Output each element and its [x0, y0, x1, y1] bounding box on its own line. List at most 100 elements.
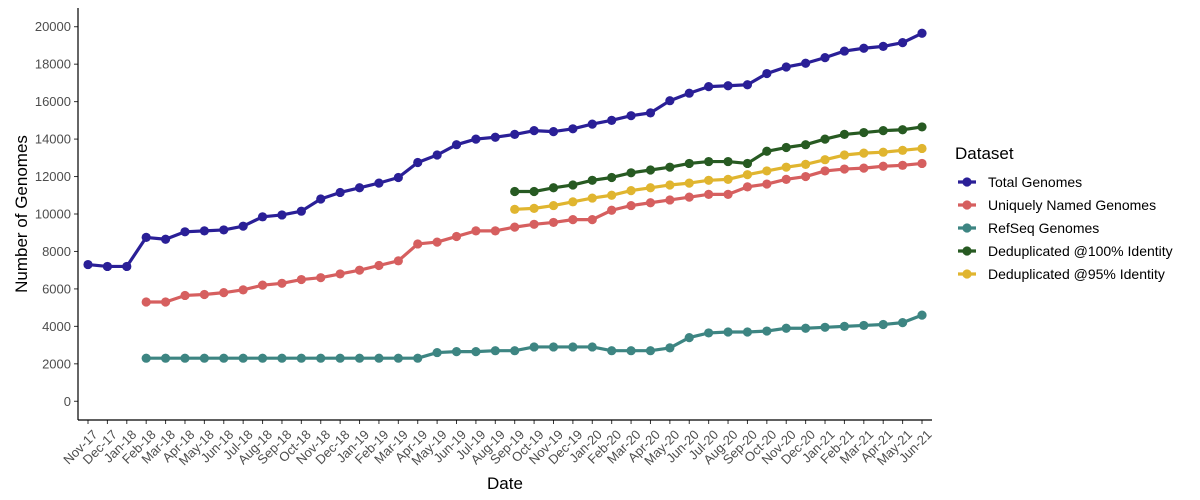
data-point	[762, 146, 772, 156]
data-point	[762, 68, 772, 79]
data-point	[180, 290, 190, 301]
data-point	[723, 174, 733, 184]
data-point	[335, 187, 345, 198]
data-point	[122, 261, 132, 272]
data-point	[878, 161, 888, 171]
data-point	[607, 115, 617, 125]
data-point	[238, 285, 248, 295]
data-point	[238, 353, 248, 363]
data-point	[684, 178, 694, 188]
data-point	[645, 183, 656, 193]
series-4	[510, 143, 927, 214]
data-point	[238, 221, 248, 231]
data-point	[781, 174, 791, 184]
y-tick-label: 0	[64, 394, 71, 409]
legend-item: Deduplicated @100% Identity	[958, 243, 1173, 259]
series-line	[513, 125, 924, 194]
data-point	[859, 148, 869, 158]
data-point	[413, 157, 423, 168]
data-point	[704, 189, 714, 199]
data-point	[510, 222, 520, 232]
data-point	[296, 353, 306, 363]
series-3	[510, 122, 927, 197]
data-point	[354, 265, 365, 275]
data-point	[742, 158, 753, 169]
data-point	[684, 158, 694, 169]
data-point	[354, 183, 365, 193]
data-point	[820, 134, 830, 144]
data-point	[917, 122, 927, 132]
data-point	[141, 297, 151, 307]
data-point	[257, 280, 268, 290]
data-point	[568, 342, 578, 352]
data-point	[684, 88, 694, 98]
data-point	[219, 288, 229, 298]
data-point	[568, 215, 578, 225]
data-point	[839, 164, 850, 174]
data-point	[762, 179, 772, 189]
data-point	[548, 127, 559, 137]
data-point	[490, 226, 500, 236]
data-point	[645, 165, 656, 175]
legend-item: Uniquely Named Genomes	[958, 197, 1156, 213]
data-point	[257, 353, 268, 363]
series-layer	[83, 28, 927, 363]
data-point	[723, 156, 733, 167]
data-point	[296, 206, 306, 216]
data-point	[141, 353, 151, 363]
data-point	[801, 140, 811, 150]
data-point	[665, 343, 675, 353]
data-point	[898, 38, 908, 48]
data-point	[180, 353, 190, 363]
data-point	[665, 96, 675, 106]
data-point	[587, 175, 597, 185]
data-point	[917, 158, 927, 169]
data-point	[917, 143, 927, 154]
data-point	[277, 353, 287, 363]
data-point	[374, 353, 384, 363]
data-point	[878, 319, 888, 330]
data-point	[529, 186, 539, 197]
data-point	[917, 310, 927, 320]
data-point	[568, 124, 578, 134]
data-point	[587, 193, 597, 203]
data-point	[199, 226, 209, 236]
data-point	[607, 205, 617, 215]
data-point	[471, 226, 481, 236]
data-point	[277, 210, 287, 220]
series-2	[141, 310, 927, 363]
data-point	[393, 256, 403, 266]
data-point	[510, 186, 520, 197]
data-point	[801, 159, 811, 169]
data-point	[413, 239, 423, 249]
data-point	[374, 178, 384, 188]
data-point	[180, 227, 190, 237]
data-point	[704, 175, 714, 185]
data-point	[898, 160, 908, 170]
data-point	[296, 274, 306, 285]
x-axis-ticks: Nov-17Dec-17Jan-18Feb-18Mar-18Apr-18May-…	[60, 420, 935, 468]
data-point	[781, 142, 791, 153]
data-point	[781, 323, 791, 333]
data-point	[568, 197, 578, 207]
data-point	[820, 166, 830, 176]
data-point	[742, 182, 753, 192]
data-point	[645, 346, 656, 356]
data-point	[859, 320, 869, 331]
data-point	[859, 43, 869, 53]
data-point	[432, 237, 442, 247]
data-point	[548, 183, 559, 193]
data-point	[762, 326, 772, 336]
data-point	[801, 323, 811, 333]
series-1	[141, 158, 927, 307]
data-point	[354, 353, 365, 363]
data-point	[316, 194, 326, 204]
data-point	[451, 140, 462, 150]
legend: Dataset Total Genomes Uniquely Named Geno…	[955, 144, 1173, 282]
legend-label: Uniquely Named Genomes	[988, 197, 1156, 213]
data-point	[781, 62, 791, 72]
data-point	[490, 346, 500, 356]
legend-item: Total Genomes	[958, 174, 1082, 190]
data-point	[626, 185, 636, 196]
